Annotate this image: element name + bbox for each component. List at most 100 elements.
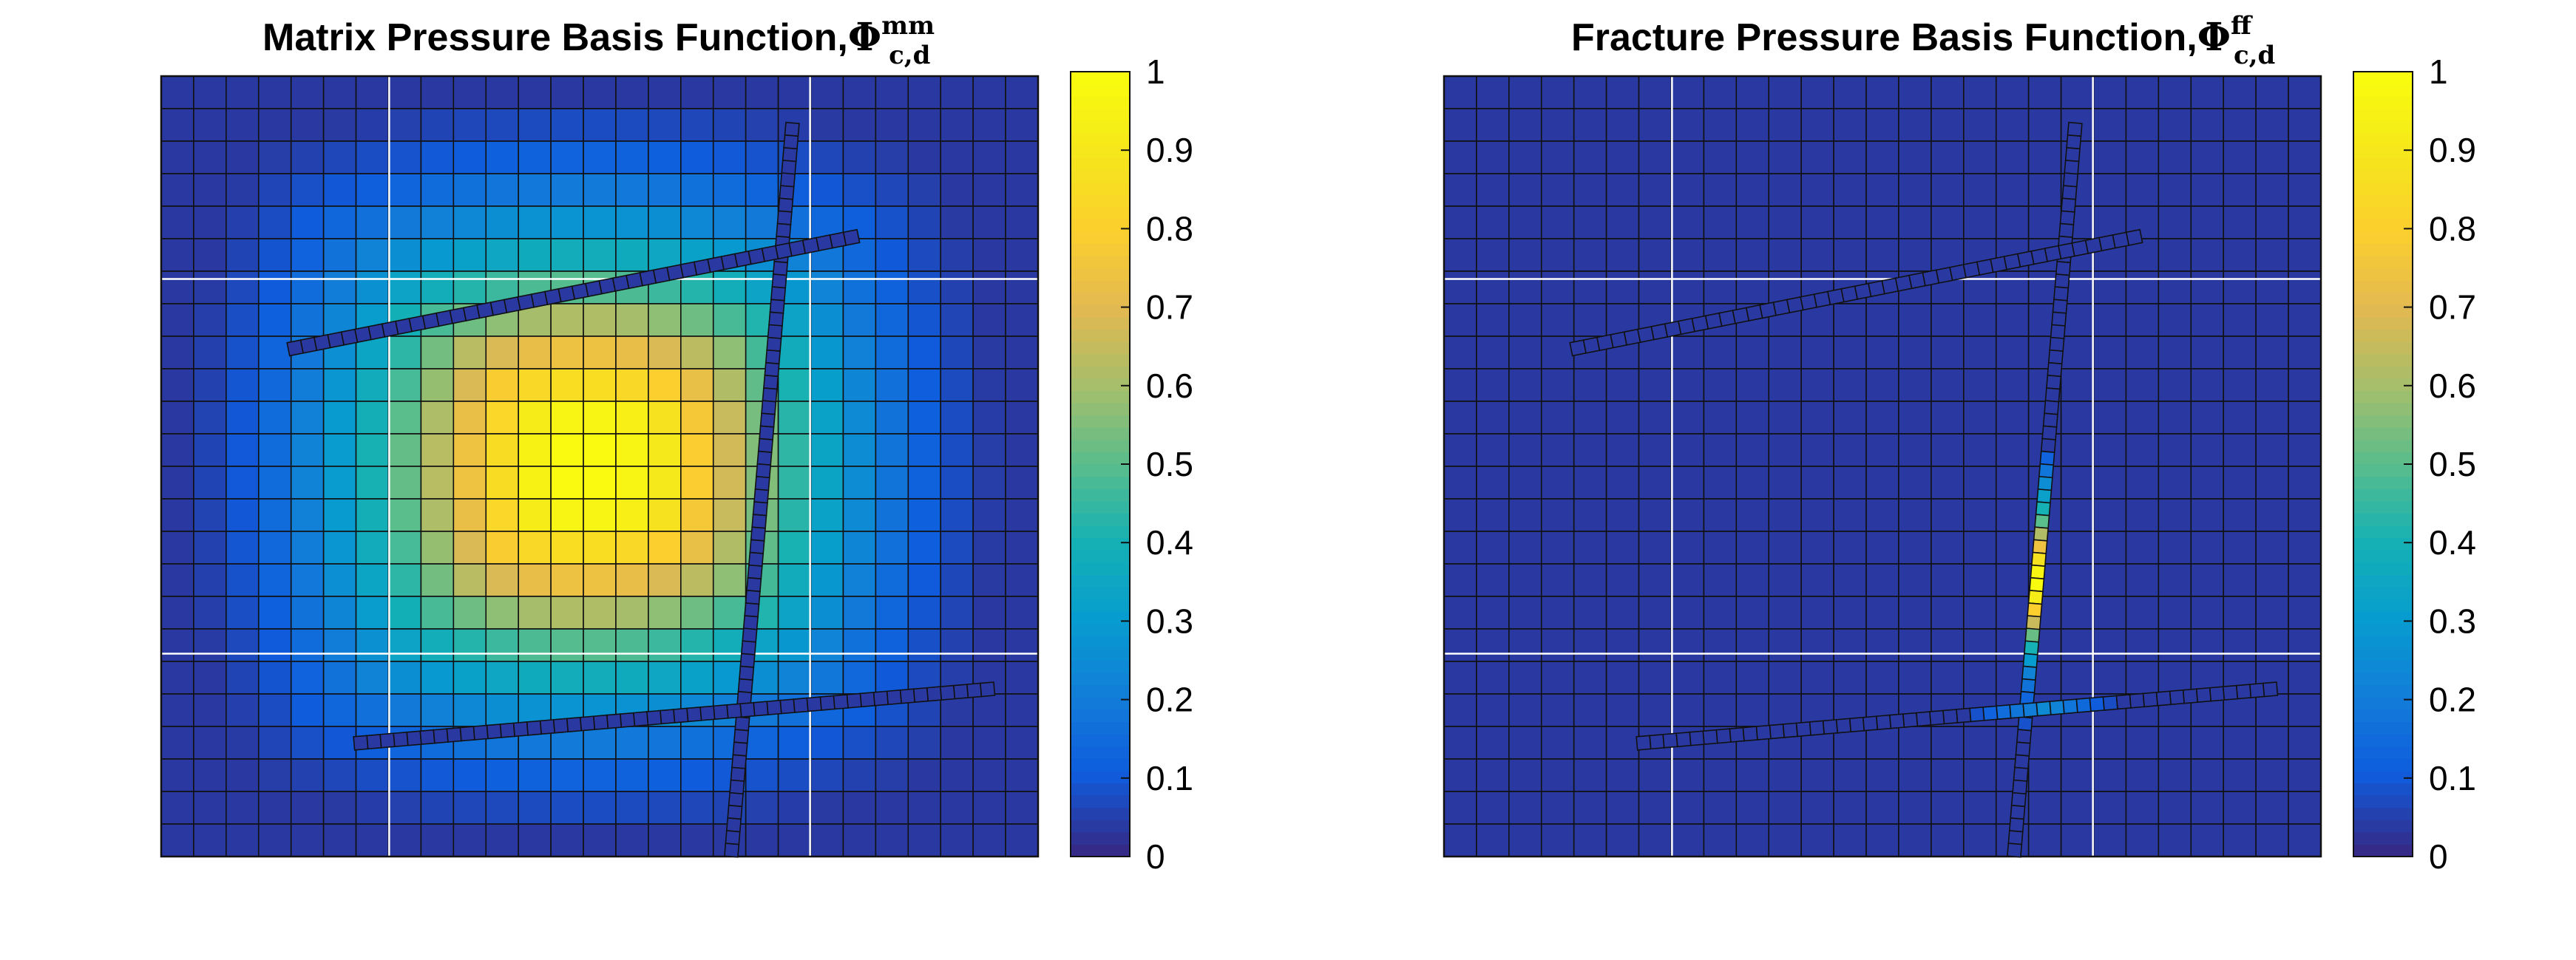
heatmap-cell xyxy=(1508,140,1542,174)
heatmap-cell xyxy=(1735,758,1770,792)
heatmap-cell xyxy=(1508,596,1542,630)
heatmap-cell xyxy=(1735,75,1770,109)
heatmap-cell xyxy=(257,108,292,142)
colorbar-tick-label: 0.5 xyxy=(1146,445,1193,483)
heatmap-cell xyxy=(1540,238,1575,272)
heatmap-cell xyxy=(2158,205,2192,239)
heatmap-cell xyxy=(2223,563,2257,597)
heatmap-cell xyxy=(322,693,357,727)
heatmap-cell xyxy=(257,498,292,532)
heatmap-cell xyxy=(226,661,260,695)
heatmap-cell xyxy=(1638,173,1672,207)
colorbar-swatch xyxy=(2353,783,2413,796)
heatmap-cell xyxy=(1005,303,1039,337)
heatmap-cell xyxy=(1005,726,1039,760)
heatmap-cell xyxy=(907,758,942,792)
fracture-cell xyxy=(859,691,875,708)
heatmap-cell xyxy=(2125,498,2160,532)
heatmap-cell xyxy=(2092,401,2127,435)
heatmap-cell xyxy=(1508,270,1542,304)
heatmap-cell xyxy=(2060,563,2095,597)
fracture-cell xyxy=(724,842,740,858)
heatmap-cell xyxy=(1508,661,1542,695)
fracture-cell xyxy=(872,690,889,707)
heatmap-cell xyxy=(615,791,649,825)
heatmap-cell xyxy=(2092,726,2127,760)
heatmap-cell xyxy=(680,433,714,467)
heatmap-cell xyxy=(1768,140,1802,174)
heatmap-cell xyxy=(712,563,747,597)
heatmap-cell xyxy=(940,563,974,597)
heatmap-cell xyxy=(2158,336,2192,370)
heatmap-cell xyxy=(160,368,194,402)
heatmap-cell xyxy=(160,563,194,597)
heatmap-cell xyxy=(193,336,227,370)
heatmap-cell xyxy=(1995,433,2030,467)
heatmap-cell xyxy=(712,205,747,239)
heatmap-cell xyxy=(842,661,877,695)
heatmap-cell xyxy=(1963,758,1997,792)
heatmap-cell xyxy=(2255,498,2289,532)
fracture-cell xyxy=(673,707,689,724)
heatmap-cell xyxy=(2288,823,2322,857)
heatmap-cell xyxy=(226,791,260,825)
colorbar-swatch xyxy=(2353,255,2413,269)
colorbar-swatch xyxy=(2353,795,2413,808)
heatmap-cell xyxy=(1735,140,1770,174)
heatmap-cell xyxy=(193,238,227,272)
heatmap-cell xyxy=(680,596,714,630)
heatmap-cell xyxy=(680,758,714,792)
fracture-cell xyxy=(2033,526,2049,542)
heatmap-cell xyxy=(1638,628,1672,662)
heatmap-cell xyxy=(972,758,1006,792)
heatmap-cell xyxy=(1573,791,1607,825)
fracture-cell xyxy=(2049,699,2065,715)
heatmap-cell xyxy=(2255,791,2289,825)
heatmap-cell xyxy=(290,531,325,565)
heatmap-cell xyxy=(2060,628,2095,662)
heatmap-cell xyxy=(1508,791,1542,825)
heatmap-cell xyxy=(453,758,487,792)
heatmap-cell xyxy=(1638,270,1672,304)
colorbar-swatch xyxy=(2353,366,2413,379)
heatmap-cell xyxy=(193,466,227,500)
heatmap-cell xyxy=(2223,726,2257,760)
heatmap-cell xyxy=(355,401,390,435)
heatmap-cell xyxy=(322,596,357,630)
heatmap-cell xyxy=(160,270,194,304)
fracture-cell xyxy=(2067,121,2083,137)
heatmap-cell xyxy=(1865,758,1899,792)
colorbar-swatch xyxy=(1071,525,1130,539)
heatmap-cell xyxy=(160,108,194,142)
heatmap-cell xyxy=(485,791,519,825)
heatmap-cell xyxy=(355,173,390,207)
heatmap-cell xyxy=(1005,108,1039,142)
heatmap-cell xyxy=(1963,466,1997,500)
heatmap-cell xyxy=(1605,628,1640,662)
heatmap-cell xyxy=(387,563,422,597)
heatmap-cell xyxy=(615,758,649,792)
fracture-cell xyxy=(1902,712,1919,728)
heatmap-cell xyxy=(940,140,974,174)
heatmap-cell xyxy=(193,563,227,597)
heatmap-cell xyxy=(1005,270,1039,304)
heatmap-cell xyxy=(1638,531,1672,565)
heatmap-cell xyxy=(1443,401,1477,435)
fracture-cell xyxy=(1996,704,2012,721)
fracture-cell xyxy=(2047,349,2064,365)
heatmap-cell xyxy=(1443,433,1477,467)
heatmap-cell xyxy=(583,401,617,435)
heatmap-cell xyxy=(1540,498,1575,532)
heatmap-cell xyxy=(387,173,422,207)
heatmap-cell xyxy=(2255,140,2289,174)
heatmap-cell xyxy=(1768,401,1802,435)
heatmap-cell xyxy=(875,563,909,597)
heatmap-cell xyxy=(1833,758,1867,792)
fracture-cell xyxy=(393,731,409,748)
heatmap-cell xyxy=(453,205,487,239)
heatmap-cell xyxy=(1963,628,1997,662)
heatmap-cell xyxy=(680,108,714,142)
fracture-cell xyxy=(1956,707,1972,724)
fracture-cell xyxy=(660,709,676,725)
heatmap-cell xyxy=(1768,758,1802,792)
